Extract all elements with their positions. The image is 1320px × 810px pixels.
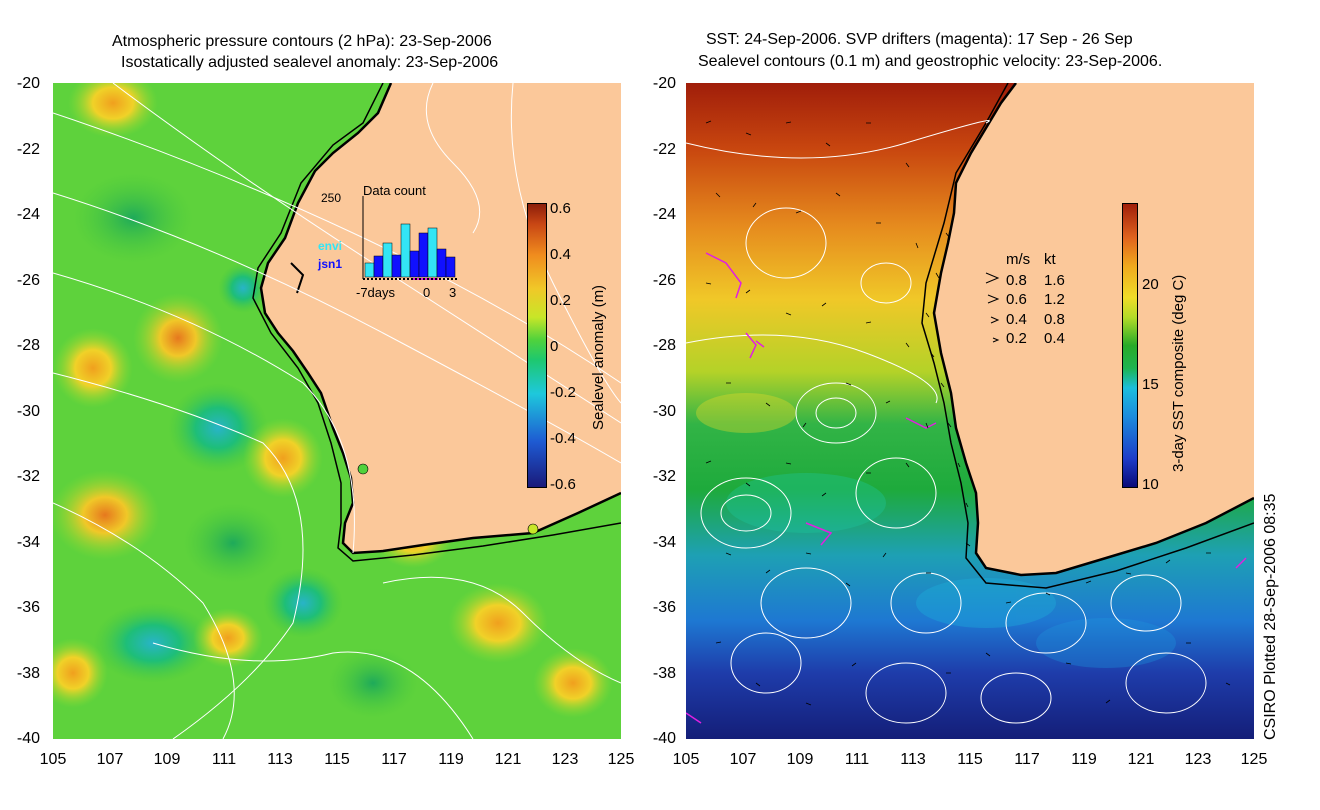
right-map-canvas (686, 83, 1254, 739)
left-colorbar-tick-3: 0 (550, 338, 559, 355)
left-lon-tick-3: 111 (211, 751, 237, 768)
left-lon-tick-4: 113 (267, 751, 293, 768)
right-map: m/s kt 0.8 1.6 0.6 1.2 0.4 0.8 0.2 0.4 (686, 83, 1254, 739)
left-lat-tick-5: -30 (16, 403, 40, 420)
left-lon-tick-6: 117 (381, 751, 407, 768)
left-colorbar-label: Sealevel anomaly (m) (590, 284, 607, 430)
velocity-legend-ms-3: 0.2 (1006, 330, 1027, 347)
data-count-inset: 250 Data count envi jsn1 -7days 0 3 (313, 181, 463, 300)
right-lat-tick-1: -22 (652, 141, 676, 158)
inset-x-label-start: -7days (356, 285, 396, 300)
left-lon-tick-0: 105 (39, 751, 67, 768)
velocity-legend-header-ms: m/s (1006, 251, 1031, 268)
left-lon-tick-8: 121 (494, 751, 522, 768)
right-title-line1: SST: 24-Sep-2006. SVP drifters (magenta)… (706, 31, 1133, 48)
left-lat-tick-7: -34 (16, 534, 40, 551)
velocity-legend-ms-0: 0.8 (1006, 272, 1027, 289)
left-lon-tick-1: 107 (96, 751, 124, 768)
right-lat-tick-10: -40 (652, 730, 676, 747)
right-lon-tick-3: 111 (844, 751, 870, 768)
left-lat-tick-4: -28 (16, 337, 40, 354)
inset-x-label-zero: 0 (423, 285, 431, 300)
left-lat-tick-0: -20 (16, 75, 40, 92)
inset-x-label-end: 3 (449, 285, 457, 300)
left-map-canvas (53, 83, 621, 739)
right-lon-tick-5: 115 (957, 751, 983, 768)
velocity-legend-ms-2: 0.4 (1006, 311, 1027, 328)
inset-title: Data count (363, 183, 426, 198)
right-lat-tick-3: -26 (652, 272, 676, 289)
right-lon-tick-1: 107 (729, 751, 757, 768)
left-colorbar-tick-4: -0.2 (550, 384, 576, 401)
left-lat-tick-3: -26 (16, 272, 40, 289)
left-colorbar (527, 203, 547, 488)
right-title-line2: Sealevel contours (0.1 m) and geostrophi… (698, 53, 1163, 70)
plot-credit: CSIRO Plotted 28-Sep-2006 08:35 (1262, 493, 1279, 740)
velocity-legend-kt-3: 0.4 (1044, 330, 1065, 347)
left-colorbar-tick-1: 0.4 (550, 246, 571, 263)
right-lat-tick-4: -28 (652, 337, 676, 354)
left-colorbar-tick-2: 0.2 (550, 292, 571, 309)
left-lat-tick-9: -38 (16, 665, 40, 682)
right-lat-tick-2: -24 (652, 206, 676, 223)
right-colorbar-tick-1: 15 (1142, 376, 1159, 393)
inset-series-envi: envi (318, 239, 343, 253)
left-colorbar-tick-5: -0.4 (550, 430, 576, 447)
velocity-legend-kt-1: 1.2 (1044, 291, 1065, 308)
right-lat-tick-8: -36 (652, 599, 676, 616)
right-lat-tick-0: -20 (652, 75, 676, 92)
velocity-legend-header-kt: kt (1044, 251, 1056, 268)
right-lon-tick-2: 109 (786, 751, 814, 768)
left-lon-tick-5: 115 (324, 751, 350, 768)
right-lon-tick-4: 113 (900, 751, 926, 768)
right-colorbar-label: 3-day SST composite (deg C) (1170, 274, 1187, 472)
right-colorbar-tick-0: 20 (1142, 276, 1159, 293)
left-lat-tick-1: -22 (16, 141, 40, 158)
right-lat-tick-9: -38 (652, 665, 676, 682)
right-lon-tick-10: 125 (1240, 751, 1268, 768)
left-lat-tick-10: -40 (16, 730, 40, 747)
inset-ymax-label: 250 (321, 191, 342, 205)
left-colorbar-tick-0: 0.6 (550, 200, 571, 217)
right-colorbar-tick-2: 10 (1142, 476, 1159, 493)
left-lon-tick-9: 123 (551, 751, 579, 768)
left-lon-tick-10: 125 (607, 751, 635, 768)
right-lon-tick-0: 105 (672, 751, 700, 768)
left-lat-tick-8: -36 (16, 599, 40, 616)
right-lat-tick-5: -30 (652, 403, 676, 420)
right-lon-tick-8: 121 (1127, 751, 1155, 768)
right-lon-tick-6: 117 (1014, 751, 1040, 768)
left-lat-tick-6: -32 (16, 468, 40, 485)
right-colorbar (1122, 203, 1138, 488)
right-lon-tick-9: 123 (1184, 751, 1212, 768)
left-lat-tick-2: -24 (16, 206, 40, 223)
right-lon-tick-7: 119 (1071, 751, 1097, 768)
velocity-legend-kt-2: 0.8 (1044, 311, 1065, 328)
left-title-line1: Atmospheric pressure contours (2 hPa): 2… (112, 33, 492, 50)
right-lat-tick-7: -34 (652, 534, 676, 551)
velocity-legend-ms-1: 0.6 (1006, 291, 1027, 308)
left-lon-tick-7: 119 (438, 751, 464, 768)
velocity-legend-kt-0: 1.6 (1044, 272, 1065, 289)
velocity-arrows (705, 120, 1231, 706)
inset-series-jsn1: jsn1 (318, 257, 343, 271)
inset-bars (362, 196, 458, 280)
right-lat-tick-6: -32 (652, 468, 676, 485)
velocity-legend-arrows (985, 272, 1000, 343)
left-title-line2: Isostatically adjusted sealevel anomaly:… (121, 54, 499, 71)
inset-bar-group (364, 223, 456, 278)
left-colorbar-tick-6: -0.6 (550, 476, 576, 493)
left-lon-tick-2: 109 (153, 751, 181, 768)
left-map: 250 Data count envi jsn1 -7days 0 3 (53, 83, 621, 739)
